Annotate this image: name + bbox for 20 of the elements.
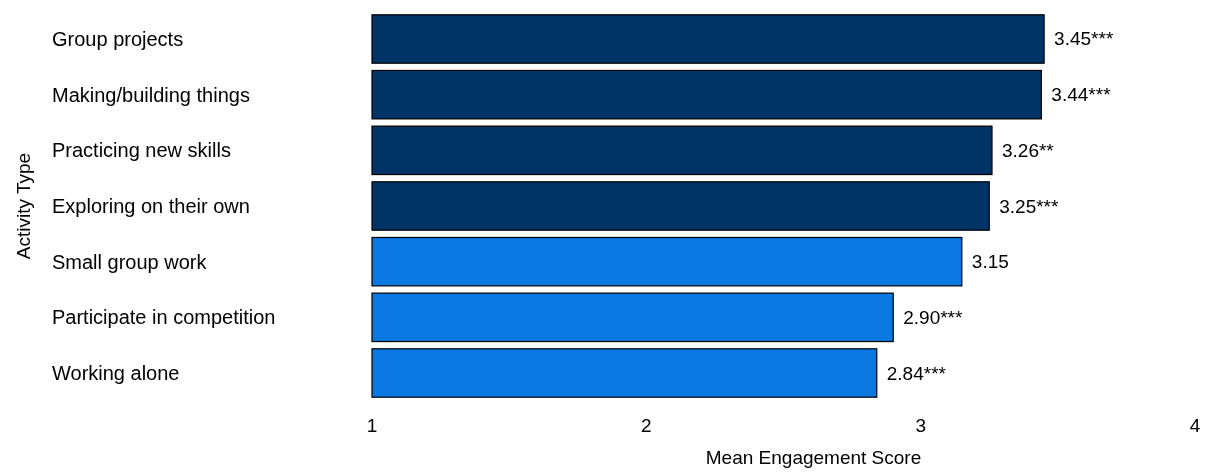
x-tick-label: 3 — [915, 415, 926, 436]
x-tick-label: 2 — [641, 415, 652, 436]
y-axis-title: Activity Type — [13, 152, 34, 260]
data-label: 2.90*** — [903, 306, 963, 328]
data-label: 3.45*** — [1054, 28, 1114, 50]
x-axis-title: Mean Engagement Score — [705, 447, 922, 468]
y-tick-label: Participate in competition — [52, 306, 276, 329]
y-tick-label: Practicing new skills — [52, 139, 231, 162]
data-label: 3.26** — [1001, 139, 1055, 161]
y-tick-label: Exploring on their own — [52, 195, 250, 217]
y-tick-label: Making/building things — [52, 83, 250, 106]
x-tick-label: 1 — [366, 415, 378, 436]
y-tick-label: Small group work — [52, 250, 208, 273]
y-tick-label: Working alone — [52, 362, 180, 384]
y-tick-label: Group projects — [52, 28, 184, 50]
x-tick-label: 4 — [1189, 415, 1201, 436]
data-label: 3.44*** — [1051, 84, 1112, 106]
data-label: 3.15 — [971, 251, 1009, 273]
data-label: 3.25*** — [999, 195, 1060, 217]
data-label: 2.84*** — [886, 362, 947, 384]
